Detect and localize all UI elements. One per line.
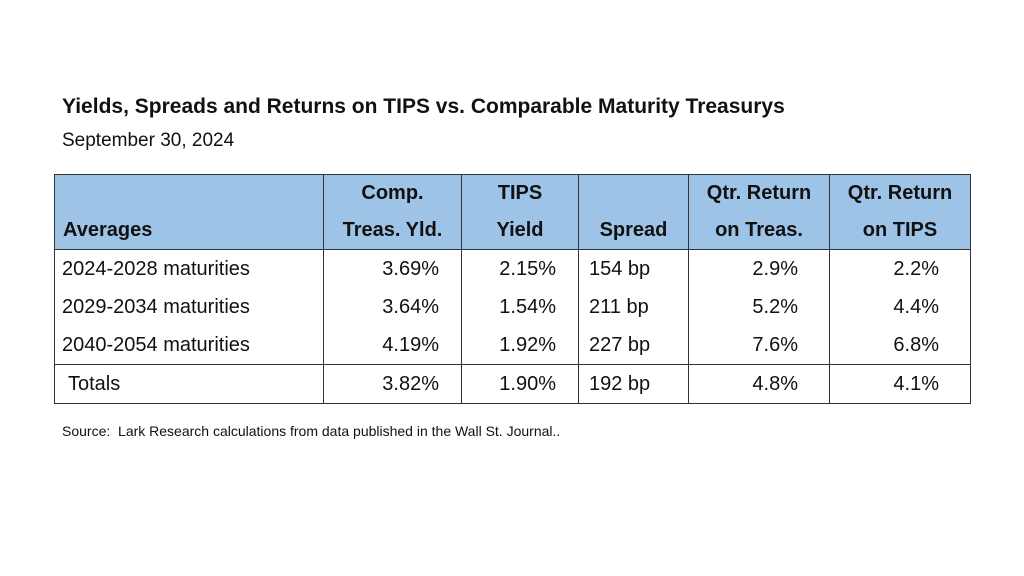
table-cell: 3.64% xyxy=(323,288,462,326)
column-header: Qtr. Return on Treas. xyxy=(688,174,830,250)
table-cell: 2040-2054 maturities xyxy=(54,326,324,365)
table-row: 2024-2028 maturities 3.69% 2.15% 154 bp 2.9%… xyxy=(54,249,971,288)
table-row: 2040-2054 maturities 4.19% 1.92% 227 bp 7.6%… xyxy=(54,326,971,365)
header-line: Yield xyxy=(496,219,544,241)
table-cell: 1.54% xyxy=(461,288,579,326)
table-cell: 4.4% xyxy=(829,288,971,326)
table-cell: 5.2% xyxy=(688,288,830,326)
totals-cell: 192 bp xyxy=(578,364,689,404)
totals-cell: Totals xyxy=(54,364,324,404)
header-line: Spread xyxy=(599,219,668,241)
source-note: Source: Lark Research calculations from … xyxy=(62,423,561,439)
column-header: Comp. Treas. Yld. xyxy=(323,174,462,250)
subtitle: September 30, 2024 xyxy=(62,130,235,151)
header-line: Comp. xyxy=(361,182,424,204)
table-cell: 154 bp xyxy=(578,249,689,288)
table-cell: 2029-2034 maturities xyxy=(54,288,324,326)
table-row: 2029-2034 maturities 3.64% 1.54% 211 bp 5.2%… xyxy=(54,288,971,326)
totals-cell: 4.8% xyxy=(688,364,830,404)
totals-cell: 4.1% xyxy=(829,364,971,404)
header-line: Averages xyxy=(63,219,153,241)
table-header: Averages Comp. Treas. Yld. TIPS Yield Spread Q… xyxy=(54,174,971,250)
header-line: TIPS xyxy=(497,182,543,204)
table-cell: 7.6% xyxy=(688,326,830,365)
column-header: Qtr. Return on TIPS xyxy=(829,174,971,250)
totals-row: Totals 3.82% 1.90% 192 bp 4.8% 4.1% xyxy=(54,364,971,404)
table-cell: 211 bp xyxy=(578,288,689,326)
column-header: TIPS Yield xyxy=(461,174,579,250)
table-cell: 4.19% xyxy=(323,326,462,365)
table-cell: 6.8% xyxy=(829,326,971,365)
column-header: Spread xyxy=(578,174,689,250)
header-line: Qtr. Return xyxy=(706,182,812,204)
column-header: Averages xyxy=(54,174,324,250)
table-cell: 1.92% xyxy=(461,326,579,365)
table-body: 2024-2028 maturities 3.69% 2.15% 154 bp 2.9%… xyxy=(54,249,971,404)
table-cell: 2.2% xyxy=(829,249,971,288)
totals-cell: 1.90% xyxy=(461,364,579,404)
header-row: Averages Comp. Treas. Yld. TIPS Yield Spread Q… xyxy=(54,174,971,250)
header-line: on Treas. xyxy=(715,219,803,241)
header-line: Qtr. Return xyxy=(847,182,953,204)
header-line: Treas. Yld. xyxy=(342,219,443,241)
table-cell: 2.9% xyxy=(688,249,830,288)
totals-cell: 3.82% xyxy=(323,364,462,404)
header-line: on TIPS xyxy=(862,219,938,241)
table-cell: 2024-2028 maturities xyxy=(54,249,324,288)
table-cell: 2.15% xyxy=(461,249,579,288)
table-cell: 227 bp xyxy=(578,326,689,365)
title: Yields, Spreads and Returns on TIPS vs. … xyxy=(62,95,785,118)
data-table: Averages Comp. Treas. Yld. TIPS Yield Spread Q… xyxy=(54,174,971,404)
table-cell: 3.69% xyxy=(323,249,462,288)
